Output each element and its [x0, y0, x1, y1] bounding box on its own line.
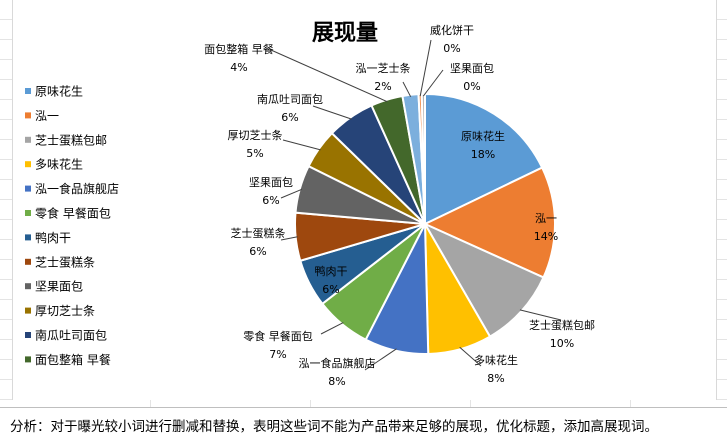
legend-label: 鸭肉干 [35, 231, 71, 245]
legend-label: 零食 早餐面包 [35, 206, 111, 221]
data-label-value: 6% [281, 111, 298, 124]
legend-label: 多味花生 [35, 157, 83, 172]
data-label-value: 6% [262, 194, 279, 207]
legend-swatch [25, 307, 31, 314]
data-label-value: 14% [534, 230, 558, 243]
data-label-category: 原味花生 [461, 129, 505, 143]
pie-slice [424, 92, 544, 226]
data-label-category: 泓一芝士条 [356, 61, 411, 75]
leader-line [320, 322, 344, 335]
legend-swatch [25, 185, 31, 192]
data-label-category: 南瓜吐司面包 [257, 93, 323, 106]
leader-lines [270, 39, 562, 371]
legend-label: 原味花生 [35, 84, 83, 99]
legend-swatch [25, 332, 31, 338]
pie-slice [422, 166, 556, 279]
data-label-category: 芝士蛋糕条 [231, 226, 286, 240]
leader-line [519, 309, 562, 321]
data-label-value: 6% [249, 245, 266, 258]
data-label-category: 芝士蛋糕包邮 [529, 318, 595, 332]
leader-line [419, 39, 432, 97]
legend-label: 芝士蛋糕条 [35, 254, 95, 269]
data-label-value: 5% [246, 147, 263, 160]
chart-title: 展现量 [312, 21, 378, 46]
legend-swatch [25, 258, 31, 265]
data-label-category: 面包整箱 早餐 [204, 42, 274, 56]
data-label-category: 泓一食品旗舰店 [299, 356, 376, 370]
leader-line [364, 348, 397, 371]
leader-line [402, 81, 412, 98]
data-label-category: 威化饼干 [430, 23, 474, 37]
legend-swatch [25, 283, 31, 290]
legend-label: 南瓜吐司面包 [35, 328, 107, 343]
data-label-value: 2% [374, 80, 391, 93]
leader-line [459, 346, 482, 367]
data-label-value: 8% [487, 372, 504, 385]
legend-swatch [25, 161, 31, 168]
pie-slices [294, 92, 556, 355]
data-label-value: 7% [269, 348, 286, 361]
data-label-category: 多味花生 [474, 353, 518, 367]
legend-swatch [25, 234, 31, 241]
legend-swatch [25, 136, 31, 143]
leader-line [312, 105, 352, 120]
data-label-category: 坚果面包 [249, 176, 293, 189]
analysis-text: 分析：对于曝光较小词进行删减和替换，表明这些词不能为产品带来足够的展现，优化标题… [10, 419, 658, 435]
data-label-category: 坚果面包 [450, 62, 494, 75]
leader-line [270, 49, 388, 103]
data-label-value: 4% [230, 61, 247, 74]
legend-label: 坚果面包 [35, 280, 83, 294]
legend-swatch [25, 112, 31, 119]
legend-label: 泓一食品旗舰店 [35, 181, 119, 196]
analysis-bar: 分析：对于曝光较小词进行删减和替换，表明这些词不能为产品带来足够的展现，优化标题… [0, 407, 727, 440]
legend-swatch [25, 88, 31, 94]
legend-label: 面包整箱 早餐 [35, 352, 111, 367]
data-label-value: 0% [463, 80, 480, 93]
legend-label: 厚切芝士条 [35, 303, 95, 318]
legend-label: 泓一 [35, 109, 59, 123]
legend-label: 芝士蛋糕包邮 [35, 132, 107, 147]
legend-swatch [25, 356, 31, 363]
data-label-category: 厚切芝士条 [228, 128, 283, 142]
data-label-value: 8% [328, 375, 345, 388]
chart-area[interactable]: 展现量 原味花生 18% 泓一 14% 芝士蛋糕包邮 10% 多味花生 8% 泓一食品旗舰店 8%… [12, 0, 717, 400]
leader-line [280, 188, 302, 199]
legend-swatch [25, 210, 31, 216]
pie-slice [422, 221, 545, 338]
data-label-value: 18% [471, 148, 495, 161]
data-label-value: 6% [322, 283, 339, 296]
data-label-category: 泓一 [535, 211, 557, 225]
data-label-category: 鸭肉干 [315, 265, 348, 278]
leader-line [282, 139, 321, 151]
leader-line [280, 236, 298, 241]
data-labels: 原味花生 18% 泓一 14% 芝士蛋糕包邮 10% 多味花生 8% 泓一食品旗舰店 8% 零食 早… [204, 23, 595, 388]
data-label-value: 10% [550, 337, 574, 350]
data-label-category: 零食 早餐面包 [243, 329, 313, 343]
leader-line [423, 69, 444, 97]
pie-chart: 展现量 原味花生 18% 泓一 14% 芝士蛋糕包邮 10% 多味花生 8% 泓一食品旗舰店 8%… [25, 21, 595, 388]
data-label-value: 0% [443, 42, 460, 55]
